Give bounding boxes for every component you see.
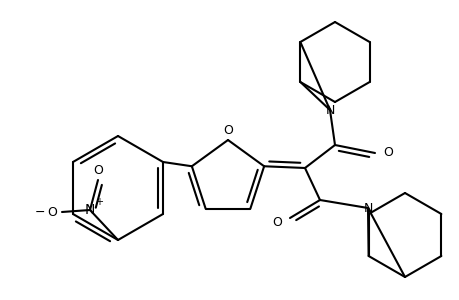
Text: +: + [95,197,103,207]
Text: O: O [382,146,392,160]
Text: O: O [223,124,232,136]
Text: −: − [35,206,45,218]
Text: N: N [84,203,95,217]
Text: O: O [47,206,57,218]
Text: O: O [272,215,281,229]
Text: O: O [93,164,103,176]
Text: N: N [325,103,334,116]
Text: N: N [363,202,372,214]
